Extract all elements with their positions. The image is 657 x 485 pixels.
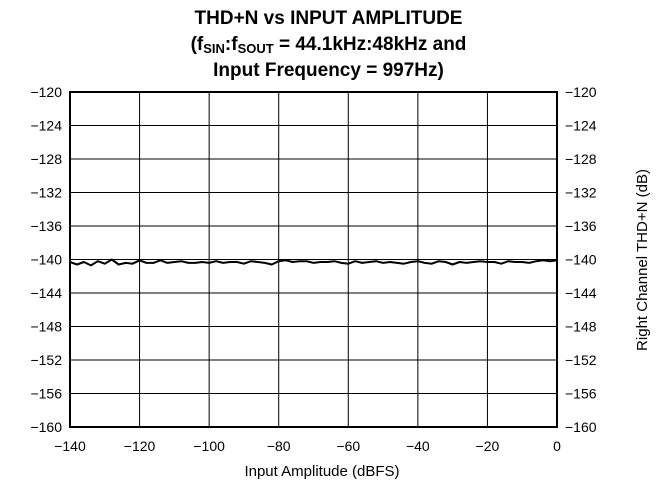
x-tick-label: 0: [553, 438, 561, 454]
y-tick-label-left: −136: [30, 218, 62, 234]
y-axis-right-ticks: −120 −124 −128 −132 −136 −140 −144 −148 −152 −156…: [565, 84, 597, 435]
subtitle-colon: :f: [224, 34, 238, 55]
y-tick-label-right: −132: [565, 185, 597, 201]
x-tick-label: −100: [193, 438, 225, 454]
y-tick-label-left: −120: [30, 84, 62, 100]
y-axis-left-ticks: −120 −124 −128 −132 −136 −140 −144 −148 −152 −156…: [30, 84, 62, 435]
grid: [70, 92, 557, 427]
y-tick-label-left: −152: [30, 352, 62, 368]
y-tick-label-right: −140: [565, 252, 597, 268]
x-tick-label: −20: [476, 438, 500, 454]
y-tick-label-right: −144: [565, 285, 597, 301]
subtitle-prefix: (f: [190, 34, 204, 55]
y-tick-label-left: −124: [30, 118, 62, 134]
y-tick-label-left: −160: [30, 419, 62, 435]
y-tick-label-right: −136: [565, 218, 597, 234]
y-tick-label-left: −132: [30, 185, 62, 201]
chart-subtitle-line1: (fSIN:fSOUT = 44.1kHz:48kHz and: [0, 34, 657, 56]
subtitle-rest: = 44.1kHz:48kHz and: [273, 34, 467, 55]
x-tick-label: −140: [54, 438, 86, 454]
y-tick-label-right: −148: [565, 319, 597, 335]
y-tick-label-right: −120: [565, 84, 597, 100]
x-axis-ticks: −140 −120 −100 −80 −60 −40 −20 0: [54, 438, 561, 454]
x-tick-label: −60: [336, 438, 360, 454]
subtitle-sub-sin: SIN: [203, 41, 225, 56]
y-tick-label-left: −140: [30, 252, 62, 268]
y-axis-right-label: Right Channel THD+N (dB): [634, 169, 651, 351]
subtitle-sub-sout: SOUT: [237, 41, 274, 56]
plot-frame: [69, 91, 558, 428]
y-tick-label-left: −156: [30, 386, 62, 402]
x-axis-label: Input Amplitude (dBFS): [244, 463, 399, 480]
x-tick-label: −40: [406, 438, 430, 454]
chart-title: THD+N vs INPUT AMPLITUDE: [194, 8, 463, 29]
y-tick-label-right: −156: [565, 386, 597, 402]
y-tick-label-right: −124: [565, 118, 597, 134]
y-tick-label-right: −160: [565, 419, 597, 435]
series-layer: [69, 258, 558, 267]
y-tick-label-left: −148: [30, 319, 62, 335]
y-tick-label-right: −128: [565, 151, 597, 167]
series-line-thdn: [69, 258, 558, 267]
y-tick-label-right: −152: [565, 352, 597, 368]
y-tick-label-left: −128: [30, 151, 62, 167]
x-tick-label: −120: [124, 438, 156, 454]
y-tick-label-left: −144: [30, 285, 62, 301]
chart-subtitle-line2: Input Frequency = 997Hz): [213, 60, 444, 81]
x-tick-label: −80: [267, 438, 291, 454]
